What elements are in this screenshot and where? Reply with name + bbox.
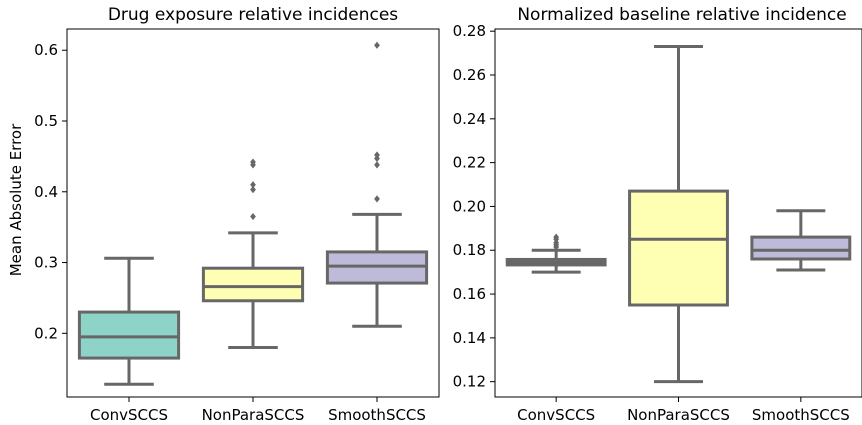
right-ytick-label: 0.26: [453, 66, 486, 84]
left-outlier-nonparasccs: [250, 158, 256, 166]
right-xtick-label-convsccs: ConvSCCS: [517, 406, 595, 424]
left-ytick-label: 0.5: [34, 112, 58, 130]
left-box-nonparasccs: [201, 266, 305, 303]
right-ytick-label: 0.20: [453, 197, 486, 215]
left-xtick-label-nonparasccs: NonParaSCCS: [202, 406, 305, 424]
left-outlier-smoothsccs: [374, 41, 380, 49]
left-panel-title: Drug exposure relative incidences: [108, 5, 398, 25]
right-ytick-label: 0.22: [453, 154, 486, 172]
left-box-convsccs: [77, 310, 181, 360]
left-plot-area: 0.2 0.3 0.4 0.5 0.6 ConvSCCS NonParaSCCS Smooth…: [34, 41, 429, 424]
right-ytick-label: 0.12: [453, 373, 486, 391]
right-ytick-label: 0.16: [453, 285, 486, 303]
left-ytick-label: 0.3: [34, 254, 58, 272]
right-ytick-label: 0.18: [453, 241, 486, 259]
left-outlier-nonparasccs: [250, 212, 256, 221]
right-panel: Normalized baseline relative incidence 0…: [453, 5, 862, 424]
left-axes-frame: [66, 28, 440, 398]
right-axes-frame: [494, 28, 862, 398]
left-ytick-label: 0.4: [34, 183, 58, 201]
right-plot-area: 0.12 0.14 0.16 0.18 0.20 0.22 0.24 0.26 0.28 Conv…: [453, 22, 852, 424]
left-xtick-label-smoothsccs: SmoothSCCS: [328, 406, 426, 424]
left-xtick-label-convsccs: ConvSCCS: [90, 406, 168, 424]
right-box-nonparasccs: [628, 189, 729, 307]
left-panel: Drug exposure relative incidences Mean A…: [7, 5, 440, 424]
right-ytick-label: 0.28: [453, 22, 486, 40]
left-outlier-smoothsccs: [374, 161, 380, 169]
right-box-smoothsccs: [750, 235, 852, 261]
left-outlier-smoothsccs: [374, 195, 380, 203]
right-panel-title: Normalized baseline relative incidence: [517, 5, 846, 25]
left-outlier-nonparasccs: [250, 186, 256, 194]
right-outlier-convsccs: [553, 233, 560, 241]
left-outlier-smoothsccs: [374, 151, 380, 159]
left-y-axis-label: Mean Absolute Error: [7, 123, 25, 276]
right-xtick-label-nonparasccs: NonParaSCCS: [627, 406, 730, 424]
right-ytick-label: 0.24: [453, 110, 486, 128]
left-ytick-label: 0.6: [34, 41, 58, 59]
left-outlier-nonparasccs: [250, 181, 256, 189]
right-xtick-label-smoothsccs: SmoothSCCS: [752, 406, 850, 424]
left-ytick-label: 0.2: [34, 324, 58, 342]
right-ytick-label: 0.14: [453, 329, 486, 347]
